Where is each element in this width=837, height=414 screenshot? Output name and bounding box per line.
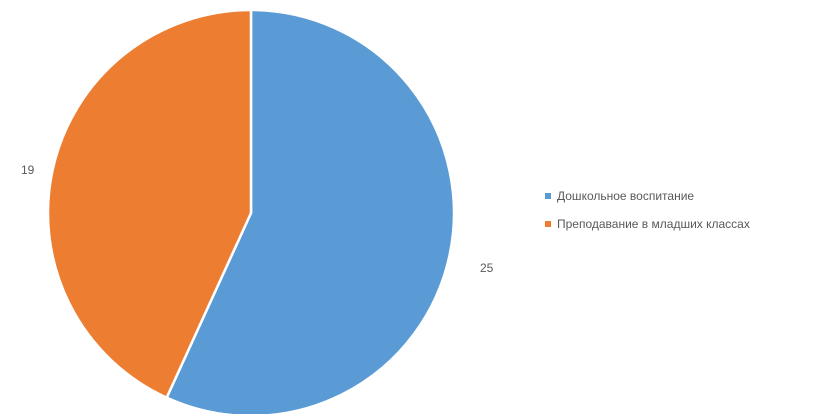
legend-entry-1: Преподавание в младших классах bbox=[545, 217, 750, 231]
legend-entry-0: Дошкольное воспитание bbox=[545, 189, 694, 203]
pie-slice-0 bbox=[165, 8, 456, 414]
legend-label-1: Преподавание в младших классах bbox=[557, 217, 750, 231]
data-label-0: 25 bbox=[480, 261, 494, 275]
data-labels: 25 19 bbox=[21, 163, 494, 275]
pie-slice-1 bbox=[46, 8, 253, 400]
legend: Дошкольное воспитание Преподавание в млад… bbox=[545, 189, 750, 231]
legend-label-0: Дошкольное воспитание bbox=[557, 189, 694, 203]
data-label-1: 19 bbox=[21, 163, 35, 177]
legend-swatch-1 bbox=[545, 221, 551, 227]
legend-swatch-0 bbox=[545, 193, 551, 199]
pie-slices bbox=[46, 8, 456, 414]
